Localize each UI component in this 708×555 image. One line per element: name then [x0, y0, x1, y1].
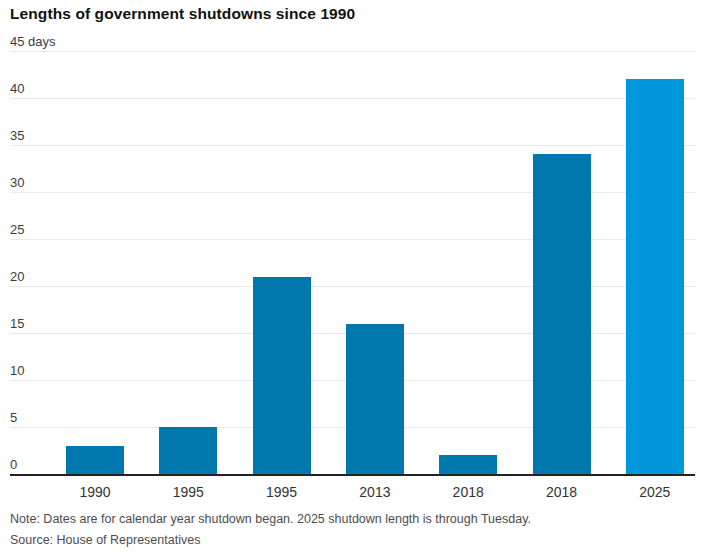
x-tick-label: 2018 — [421, 484, 515, 500]
bar-2018-5 — [533, 154, 591, 474]
y-tick-label: 20 — [10, 269, 24, 284]
y-tick-label: 25 — [10, 222, 24, 237]
gridline — [10, 51, 695, 52]
chart-note: Note: Dates are for calendar year shutdo… — [10, 512, 531, 526]
chart-container: Lengths of government shutdowns since 19… — [0, 0, 708, 555]
x-tick-label: 2025 — [608, 484, 702, 500]
chart-source: Source: House of Representatives — [10, 533, 200, 547]
bar-2018-4 — [439, 455, 497, 474]
y-tick-label: 30 — [10, 175, 24, 190]
gridline — [10, 98, 695, 99]
y-tick-label: 45 days — [10, 34, 56, 49]
gridline — [10, 286, 695, 287]
gridline — [10, 145, 695, 146]
x-tick-label: 2013 — [328, 484, 422, 500]
gridline — [10, 239, 695, 240]
x-tick-label: 2018 — [515, 484, 609, 500]
chart-title: Lengths of government shutdowns since 19… — [10, 5, 355, 23]
x-tick-label: 1995 — [235, 484, 329, 500]
y-tick-label: 5 — [10, 410, 17, 425]
x-tick-label: 1995 — [141, 484, 235, 500]
bar-2025-6 — [626, 79, 684, 474]
y-tick-label: 10 — [10, 363, 24, 378]
y-tick-label: 35 — [10, 128, 24, 143]
y-tick-label: 40 — [10, 81, 24, 96]
bar-2013-3 — [346, 324, 404, 474]
plot-area: 051015202530354045 days19901995199520132… — [10, 51, 695, 476]
bar-1995-1 — [159, 427, 217, 474]
bar-1990-0 — [66, 446, 124, 474]
gridline — [10, 192, 695, 193]
y-tick-label: 0 — [10, 457, 17, 472]
x-tick-label: 1990 — [48, 484, 142, 500]
y-tick-label: 15 — [10, 316, 24, 331]
bar-1995-2 — [253, 277, 311, 474]
